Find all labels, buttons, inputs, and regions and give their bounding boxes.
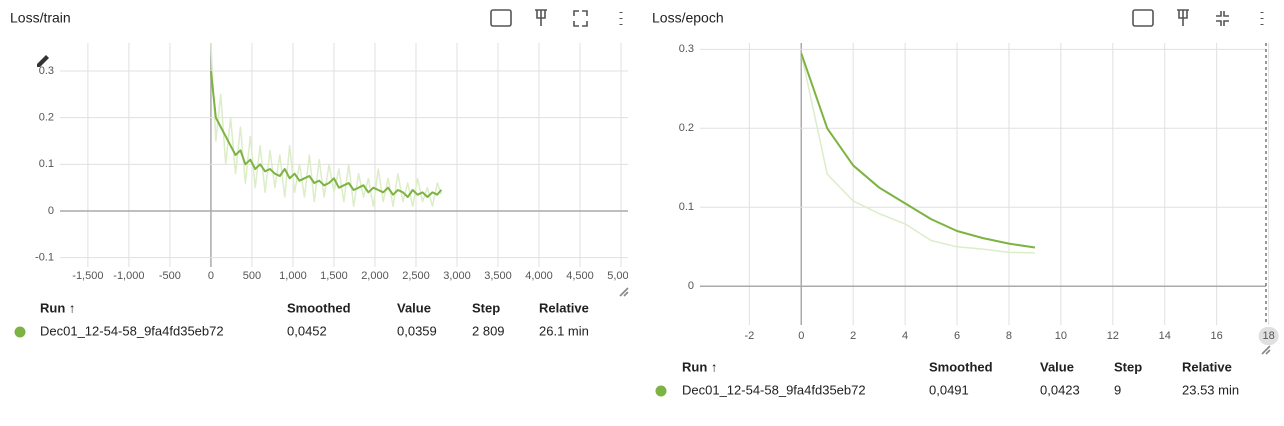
x-tick-label: 500 (243, 270, 261, 282)
y-tick-label: 0.2 (39, 112, 54, 124)
y-tick-label: 0.3 (39, 65, 54, 77)
x-tick-label: 2,000 (361, 270, 389, 282)
y-tick-label: 0.1 (39, 158, 54, 170)
x-tick-labels: -2 0 2 4 6 8 10 12 14 16 18 (744, 327, 1279, 345)
x-tick-label: 8 (1006, 330, 1012, 342)
resize-icon[interactable] (619, 287, 629, 297)
run-color-dot (655, 385, 667, 397)
x-tick-label: 16 (1211, 330, 1223, 342)
table-header: Smoothed (287, 300, 351, 315)
y-tick-label: 0.3 (679, 43, 694, 55)
table-header: Smoothed (929, 359, 993, 374)
x-tick-label: 3,500 (484, 270, 512, 282)
x-tick-label: -1,500 (72, 270, 103, 282)
edit-icon[interactable] (37, 55, 49, 67)
table-cell: 23.53 min (1182, 382, 1239, 397)
fit-icon[interactable] (1132, 9, 1154, 27)
x-tick-label: 3,000 (443, 270, 471, 282)
table-cell: Dec01_12-54-58_9fa4fd35eb72 (682, 382, 866, 397)
x-tick-label: 6 (954, 330, 960, 342)
table-cell: 26.1 min (539, 323, 589, 338)
plot-area (209, 43, 443, 208)
x-tick-label: 5,000 (607, 270, 635, 282)
table-cell: 9 (1114, 382, 1121, 397)
chart-title: Loss/train (10, 10, 71, 26)
x-tick-label: 4 (902, 330, 908, 342)
y-tick-label: 0.2 (679, 122, 694, 134)
table-cell: Dec01_12-54-58_9fa4fd35eb72 (40, 323, 224, 338)
table-cell: 0,0359 (397, 323, 437, 338)
x-tick-labels: -1,500 -1,000 -500 0 500 1,000 1,500 2,000 2,500… (72, 270, 635, 282)
table-cell: 2 809 (472, 323, 505, 338)
table-header: Step (1114, 359, 1142, 374)
table-header: Relative (1182, 359, 1232, 374)
series-line (800, 53, 1035, 254)
table-header: Step (472, 300, 500, 315)
table-header: Value (397, 300, 431, 315)
y-tick-label: -0.1 (35, 252, 54, 264)
table-header: Run ↑ (682, 359, 717, 374)
x-tick-label: 1,500 (320, 270, 348, 282)
pin-icon[interactable] (535, 9, 547, 26)
x-tick-label: -500 (159, 270, 181, 282)
y-tick-label: 0 (688, 280, 694, 292)
x-tick-label: -1,000 (113, 270, 144, 282)
series-line (800, 52, 1036, 249)
fit-icon[interactable] (490, 9, 512, 27)
table-header: Run ↑ (40, 300, 75, 315)
x-tick-label: 10 (1055, 330, 1067, 342)
table-cell: 0,0423 (1040, 382, 1080, 397)
exit-fullscreen-icon[interactable] (1216, 11, 1229, 26)
chart-title: Loss/epoch (652, 10, 724, 26)
hover-badge (1258, 327, 1279, 345)
table-header: Relative (539, 300, 589, 315)
series-line (209, 70, 443, 198)
y-tick-label: 0.1 (679, 201, 694, 213)
resize-icon[interactable] (1261, 345, 1271, 355)
x-tick-label: 12 (1107, 330, 1119, 342)
x-tick-label: 2,500 (402, 270, 430, 282)
x-tick-label: 0 (798, 330, 804, 342)
run-color-dot (14, 326, 26, 338)
x-tick-label: 4,500 (566, 270, 594, 282)
x-tick-label: 2 (850, 330, 856, 342)
x-tick-label: 0 (208, 270, 214, 282)
x-tick-label: 1,000 (279, 270, 307, 282)
table-cell: 0,0452 (287, 323, 327, 338)
table-header: Value (1040, 359, 1074, 374)
fullscreen-icon[interactable] (573, 10, 588, 27)
x-tick-label: 14 (1159, 330, 1171, 342)
table-cell: 0,0491 (929, 382, 969, 397)
x-tick-label: 4,000 (525, 270, 553, 282)
pin-icon[interactable] (1177, 9, 1189, 26)
toolbar-icons (37, 9, 1271, 355)
x-tick-label: 18 (1262, 330, 1274, 342)
y-tick-label: 0 (48, 205, 54, 217)
plot-area (800, 52, 1036, 254)
x-tick-label: -2 (744, 330, 754, 342)
series-line (210, 43, 443, 208)
